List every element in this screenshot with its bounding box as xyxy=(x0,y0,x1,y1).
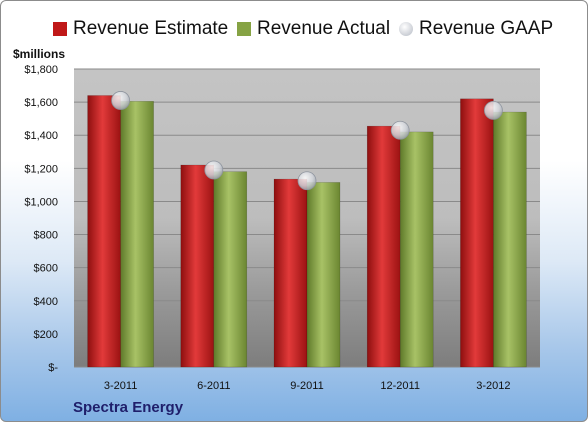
revenue-gaap-marker xyxy=(204,160,224,180)
legend-swatch-revenue-estimate xyxy=(53,22,67,36)
bars xyxy=(87,95,527,368)
y-tick-label: $- xyxy=(48,362,58,374)
x-tick-label: 9-2011 xyxy=(290,380,323,392)
revenue-gaap-marker xyxy=(390,120,410,140)
revenue-estimate-bar xyxy=(366,125,401,368)
y-tick-label: $400 xyxy=(34,296,58,308)
revenue-gaap-marker xyxy=(483,100,503,120)
legend-label-revenue-gaap: Revenue GAAP xyxy=(419,18,554,39)
revenue-actual-bar xyxy=(120,101,154,368)
legend-label-revenue-actual: Revenue Actual xyxy=(257,18,391,39)
x-axis-labels: 3-2011 6-2011 9-2011 12-2011 3-2012 xyxy=(104,380,511,392)
y-tick-label: $1,000 xyxy=(24,196,58,208)
y-tick-label: $1,400 xyxy=(24,130,58,142)
revenue-gaap-marker xyxy=(297,171,317,191)
revenue-actual-bar xyxy=(213,171,248,368)
revenue-actual-bar xyxy=(399,131,434,368)
revenue-estimate-bar xyxy=(180,164,215,368)
y-tick-label: $1,200 xyxy=(24,163,58,175)
x-tick-label: 6-2011 xyxy=(197,380,230,392)
y-tick-label: $1,800 xyxy=(24,64,58,76)
legend-swatch-revenue-actual xyxy=(237,22,251,36)
y-tick-label: $800 xyxy=(34,230,58,242)
revenue-estimate-bar xyxy=(460,98,494,368)
x-tick-label: 3-2011 xyxy=(104,380,137,392)
legend: Revenue Estimate Revenue Actual Revenue … xyxy=(1,15,587,43)
x-tick-label: 12-2011 xyxy=(380,380,420,392)
legend-swatch-revenue-gaap xyxy=(399,22,413,36)
x-tick-label: 3-2012 xyxy=(476,380,510,392)
legend-label-revenue-estimate: Revenue Estimate xyxy=(73,18,229,39)
revenue-gaap-marker xyxy=(111,91,130,110)
revenue-actual-bar xyxy=(306,182,341,368)
y-tick-label: $200 xyxy=(34,329,58,341)
y-axis-labels: $- $200 $400 $600 $800 $1,000 $1,200 $1,400 $1,6… xyxy=(24,64,58,374)
y-tick-label: $600 xyxy=(34,263,58,275)
revenue-estimate-bar xyxy=(273,178,308,368)
revenue-actual-bar xyxy=(493,111,527,368)
y-tick-label: $1,600 xyxy=(24,97,58,109)
company-name: Spectra Energy xyxy=(73,399,184,416)
gaap-markers xyxy=(111,91,503,191)
units-label: $millions xyxy=(13,47,66,61)
revenue-estimate-bar xyxy=(87,95,121,368)
